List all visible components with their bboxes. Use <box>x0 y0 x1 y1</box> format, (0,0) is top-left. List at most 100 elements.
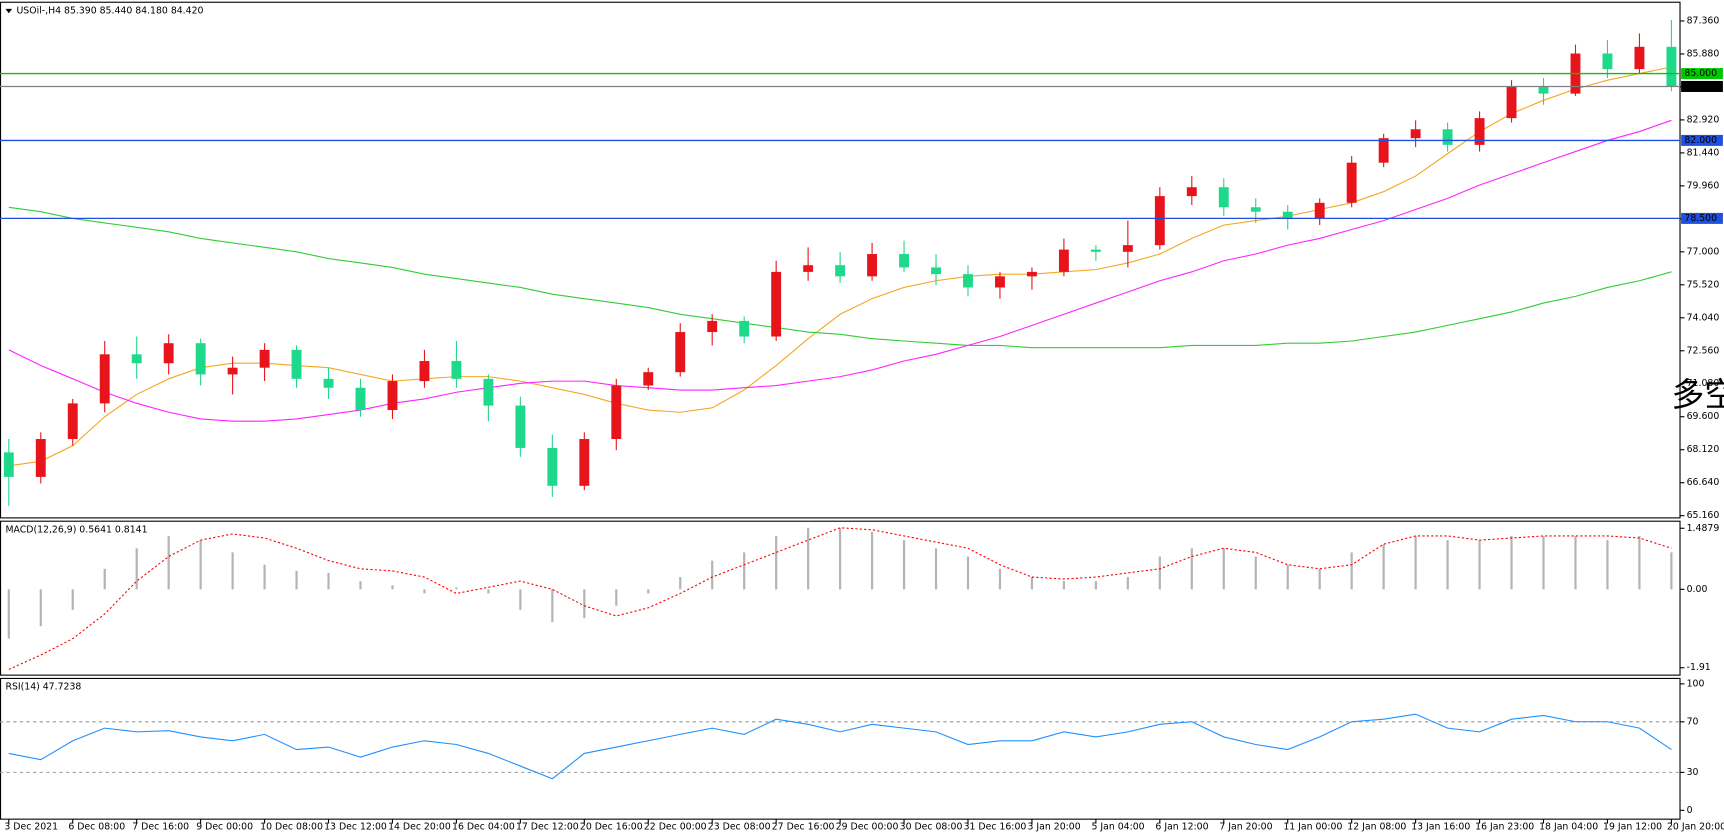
x-tick-label: 27 Dec 16:00 <box>772 821 835 832</box>
y-tick-label: 70 <box>1687 716 1699 727</box>
macd-bar <box>103 568 106 590</box>
y-tick-label: 79.960 <box>1687 180 1720 191</box>
macd-bar <box>1094 581 1097 590</box>
candle-body <box>1442 129 1453 145</box>
candle-body <box>1314 202 1325 219</box>
candle-body <box>803 265 814 272</box>
level-label-bg <box>1681 134 1723 146</box>
macd-bar <box>1190 548 1193 590</box>
macd-bar <box>455 587 458 590</box>
candle-body <box>547 447 558 486</box>
macd-bar <box>1446 540 1449 590</box>
macd-bar <box>1126 577 1129 590</box>
macd-bar <box>647 589 650 594</box>
candle-body <box>867 254 878 277</box>
macd-bar <box>1222 548 1225 590</box>
candle-body <box>707 320 718 333</box>
candle-body <box>163 343 174 364</box>
x-tick-label: 3 Jan 20:00 <box>1028 821 1081 832</box>
macd-bar <box>902 540 906 590</box>
y-tick-label: 1.4879 <box>1687 523 1720 534</box>
candle-body <box>771 271 782 337</box>
macd-bar <box>71 589 74 610</box>
moving-average <box>8 119 1672 422</box>
macd-bar <box>711 560 714 590</box>
candle-body <box>1282 211 1293 219</box>
candle-body <box>259 349 270 368</box>
level-label: 84.420 <box>1684 81 1717 92</box>
candle-body <box>131 354 142 364</box>
x-tick-label: 23 Dec 08:00 <box>708 821 771 832</box>
macd-bar <box>551 589 554 623</box>
x-tick-label: 16 Dec 04:00 <box>452 821 515 832</box>
candle-body <box>611 385 622 440</box>
candle-body <box>579 439 590 486</box>
candle-body <box>515 405 526 448</box>
macd-bar <box>1382 544 1385 590</box>
candle-body <box>835 265 846 277</box>
macd-bar <box>1158 556 1161 590</box>
macd-bar <box>135 548 138 590</box>
menu-arrow[interactable] <box>5 8 13 14</box>
candle-body <box>1058 249 1069 272</box>
candle-body <box>1250 207 1261 212</box>
candle-body <box>291 349 302 379</box>
candle-body <box>1218 187 1229 208</box>
candle-body <box>1186 187 1197 197</box>
y-tick-label: 87.360 <box>1687 15 1720 26</box>
macd-bar <box>775 535 778 590</box>
candle-body <box>739 320 750 337</box>
macd-bar <box>263 564 266 590</box>
x-tick-label: 14 Dec 20:00 <box>388 821 451 832</box>
y-tick-label: 85.880 <box>1687 48 1720 59</box>
macd-bar <box>423 589 426 594</box>
candle-body <box>1634 46 1645 70</box>
x-tick-label: 17 Dec 12:00 <box>516 821 579 832</box>
x-tick-label: 6 Jan 12:00 <box>1155 821 1208 832</box>
macd-bar <box>807 527 810 590</box>
y-tick-label: 77.000 <box>1687 246 1720 257</box>
macd-bar <box>1670 552 1673 590</box>
macd-bar <box>39 589 42 627</box>
macd-bar <box>7 589 10 639</box>
macd-bar <box>1510 535 1513 590</box>
x-tick-label: 6 Dec 08:00 <box>68 821 125 832</box>
x-tick-label: 30 Dec 08:00 <box>900 821 963 832</box>
candle-body <box>931 267 941 275</box>
x-tick-label: 7 Dec 16:00 <box>132 821 189 832</box>
y-tick-label: 74.040 <box>1687 312 1720 323</box>
x-tick-label: 19 Jan 12:00 <box>1603 821 1662 832</box>
y-tick-label: 68.120 <box>1687 444 1720 455</box>
candle-body <box>643 372 654 386</box>
candle-body <box>195 343 206 375</box>
level-label: 82.000 <box>1684 135 1717 146</box>
macd-bar <box>966 556 970 590</box>
macd-bar <box>167 535 170 590</box>
candle-body <box>995 276 1005 288</box>
y-tick-label: 66.640 <box>1687 477 1720 488</box>
candle-body <box>1154 196 1165 246</box>
level-label-bg <box>1681 80 1723 92</box>
macd-bar <box>998 568 1002 590</box>
candle-body <box>899 254 909 268</box>
macd-bar <box>1030 577 1034 590</box>
candle-body <box>1378 138 1389 163</box>
candle-body <box>1122 245 1133 252</box>
x-tick-label: 13 Dec 12:00 <box>324 821 387 832</box>
y-tick-label: 0 <box>1687 805 1693 816</box>
annotation: 多空转折点85 <box>1671 375 1724 414</box>
candle-body <box>99 354 110 404</box>
panel-title: MACD(12,26,9) 0.5641 0.8141 <box>5 524 147 535</box>
candle-body <box>1666 46 1677 87</box>
rsi-line <box>8 713 1672 780</box>
macd-bar <box>487 589 490 594</box>
candle-body <box>963 274 973 288</box>
macd-bar <box>359 581 362 590</box>
macd-bar <box>870 531 874 590</box>
y-tick-label: -1.91 <box>1687 662 1711 673</box>
candle-body <box>1602 53 1613 70</box>
candle-body <box>387 381 398 411</box>
candle-body <box>323 378 334 388</box>
macd-bar <box>295 570 298 590</box>
